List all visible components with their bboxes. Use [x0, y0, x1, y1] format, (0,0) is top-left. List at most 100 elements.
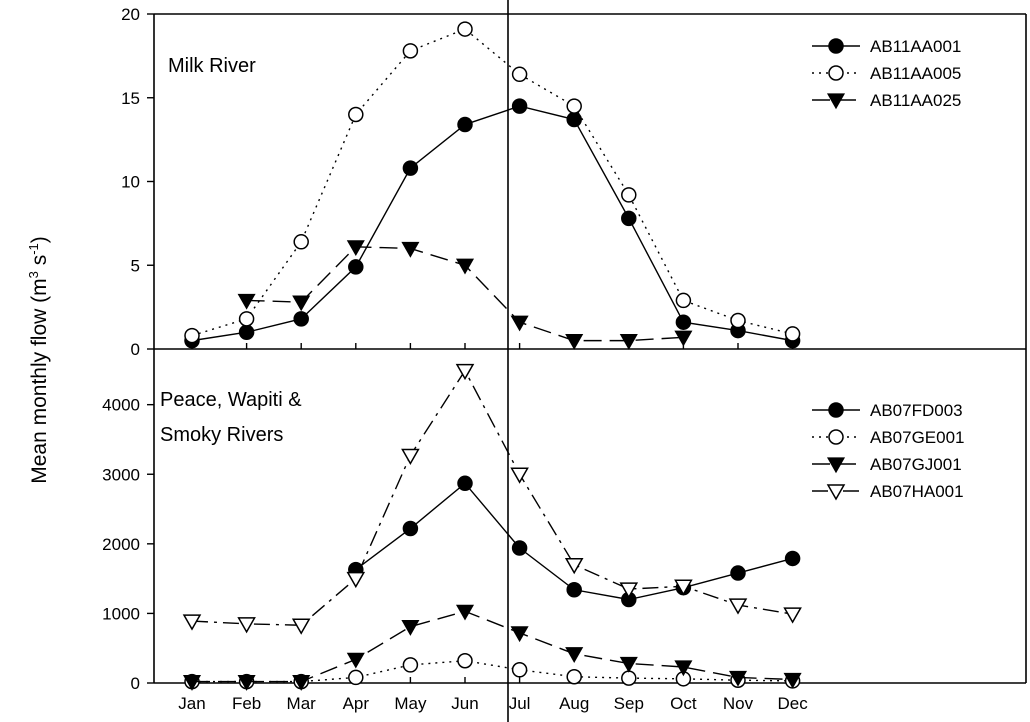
y-tick-label: 1000 — [102, 604, 140, 623]
data-point-AB07FD003 — [566, 582, 582, 598]
data-point-AB07FD003 — [457, 475, 473, 492]
y-tick-label: 0 — [131, 674, 140, 693]
data-point-AB11AA025 — [401, 241, 420, 258]
legend-marker — [826, 93, 846, 110]
legend-entry-AB07GJ001: AB07GJ001 — [812, 455, 962, 474]
legend-entry-AB11AA025: AB11AA025 — [812, 91, 961, 110]
data-point-AB07HA001 — [510, 467, 529, 484]
legend-label: AB07FD003 — [870, 401, 963, 420]
data-point-AB07HA001 — [182, 614, 202, 631]
legend-entry-AB07FD003: AB07FD003 — [812, 401, 963, 420]
data-point-AB07GE001 — [348, 669, 364, 686]
data-point-AB07FD003 — [511, 540, 528, 556]
data-point-AB11AA001 — [675, 314, 692, 330]
data-point-AB07FD003 — [730, 565, 746, 581]
x-tick-label: Sep — [614, 694, 644, 713]
data-point-AB07GJ001 — [237, 675, 256, 691]
series-AB11AA001 — [184, 98, 801, 349]
series-line-AB11AA005 — [191, 28, 793, 337]
series-line-AB07GE001 — [192, 660, 793, 683]
data-point-AB07GE001 — [511, 662, 528, 678]
data-point-AB07GJ001 — [728, 670, 748, 687]
data-point-AB11AA005 — [457, 21, 473, 37]
x-tick-label: Nov — [723, 694, 754, 713]
data-point-AB07GJ001 — [401, 620, 420, 636]
legend-marker — [828, 38, 844, 54]
y-tick-label: 20 — [121, 5, 140, 24]
data-point-AB11AA001 — [402, 160, 419, 176]
y-tick-label: 2000 — [102, 535, 140, 554]
panel-title-peace-line1: Peace, Wapiti & — [160, 389, 302, 411]
data-point-AB11AA025 — [346, 240, 365, 257]
series-AB11AA025 — [237, 240, 693, 350]
data-point-AB11AA025 — [619, 334, 638, 350]
legend-entry-AB11AA005: AB11AA005 — [812, 64, 961, 83]
y-tick-label: 15 — [121, 89, 140, 108]
legend-label: AB07GJ001 — [870, 455, 962, 474]
data-point-AB11AA005 — [675, 292, 692, 309]
data-point-AB07HA001 — [401, 448, 420, 465]
data-point-AB07HA001 — [564, 557, 584, 575]
data-point-AB11AA001 — [348, 259, 364, 275]
data-point-AB07GJ001 — [292, 675, 311, 691]
series-layer — [182, 21, 802, 691]
data-point-AB07HA001 — [237, 617, 256, 634]
data-point-AB07GJ001 — [783, 672, 802, 689]
data-point-AB11AA005 — [784, 326, 801, 342]
series-AB07GJ001 — [182, 604, 802, 691]
y-tick-label: 4000 — [102, 396, 140, 415]
data-point-AB11AA001 — [293, 311, 309, 327]
legend-entry-AB07HA001: AB07HA001 — [812, 482, 964, 501]
legend-marker — [826, 457, 846, 474]
data-point-AB11AA005 — [402, 43, 419, 59]
data-point-AB07GJ001 — [510, 626, 529, 643]
panel-title-peace-line2: Smoky Rivers — [160, 424, 283, 446]
series-AB07HA001 — [182, 363, 802, 635]
data-point-AB07HA001 — [455, 363, 475, 381]
data-point-AB07GE001 — [457, 652, 473, 669]
series-AB11AA005 — [184, 21, 801, 344]
data-point-AB11AA005 — [348, 106, 364, 123]
data-point-AB11AA025 — [237, 293, 256, 310]
data-point-AB11AA001 — [238, 324, 255, 340]
legend-label: AB07HA001 — [870, 482, 964, 501]
data-point-AB11AA025 — [455, 258, 475, 275]
data-point-AB07GJ001 — [455, 604, 475, 621]
legend-marker — [828, 429, 844, 445]
panel-title-milk-river: Milk River — [168, 55, 256, 77]
data-point-AB07GE001 — [566, 668, 582, 685]
series-line-AB07GJ001 — [192, 610, 793, 683]
x-tick-label: Dec — [777, 694, 808, 713]
x-tick-label: Oct — [670, 694, 697, 713]
legend-label: AB11AA025 — [870, 91, 961, 110]
data-point-AB11AA005 — [511, 66, 528, 83]
legend-marker — [828, 65, 844, 81]
legends: AB11AA001 AB11AA005 AB11AA025 AB07FD003 AB07… — [812, 37, 965, 501]
x-tick-label: Apr — [343, 694, 370, 713]
series-line-AB07HA001 — [191, 369, 793, 626]
data-point-AB07GJ001 — [182, 675, 202, 691]
x-tick-label: Jul — [509, 694, 531, 713]
legend-entry-AB07GE001: AB07GE001 — [812, 428, 965, 447]
data-point-AB11AA001 — [457, 116, 473, 133]
legend-entry-AB11AA001: AB11AA001 — [812, 37, 961, 56]
data-point-AB11AA025 — [292, 295, 311, 312]
data-point-AB11AA005 — [238, 311, 255, 327]
legend-label: AB11AA001 — [870, 37, 961, 56]
data-point-AB07HA001 — [674, 579, 693, 596]
y-axis-title: Mean monthly flow (m3 s-1) — [26, 236, 51, 484]
series-AB07FD003 — [348, 475, 801, 608]
x-tick-label: Aug — [559, 694, 589, 713]
data-point-AB11AA005 — [730, 312, 746, 329]
data-point-AB07GJ001 — [346, 652, 365, 669]
legend-label: AB11AA005 — [870, 64, 961, 83]
data-point-AB07HA001 — [291, 618, 311, 635]
data-point-AB07FD003 — [402, 520, 419, 537]
data-point-AB11AA025 — [510, 315, 529, 332]
data-point-AB07HA001 — [346, 571, 366, 589]
data-point-AB07GJ001 — [565, 647, 584, 663]
data-point-AB07GE001 — [621, 670, 637, 686]
y-tick-label: 5 — [131, 256, 140, 275]
legend-label: AB07GE001 — [870, 428, 965, 447]
